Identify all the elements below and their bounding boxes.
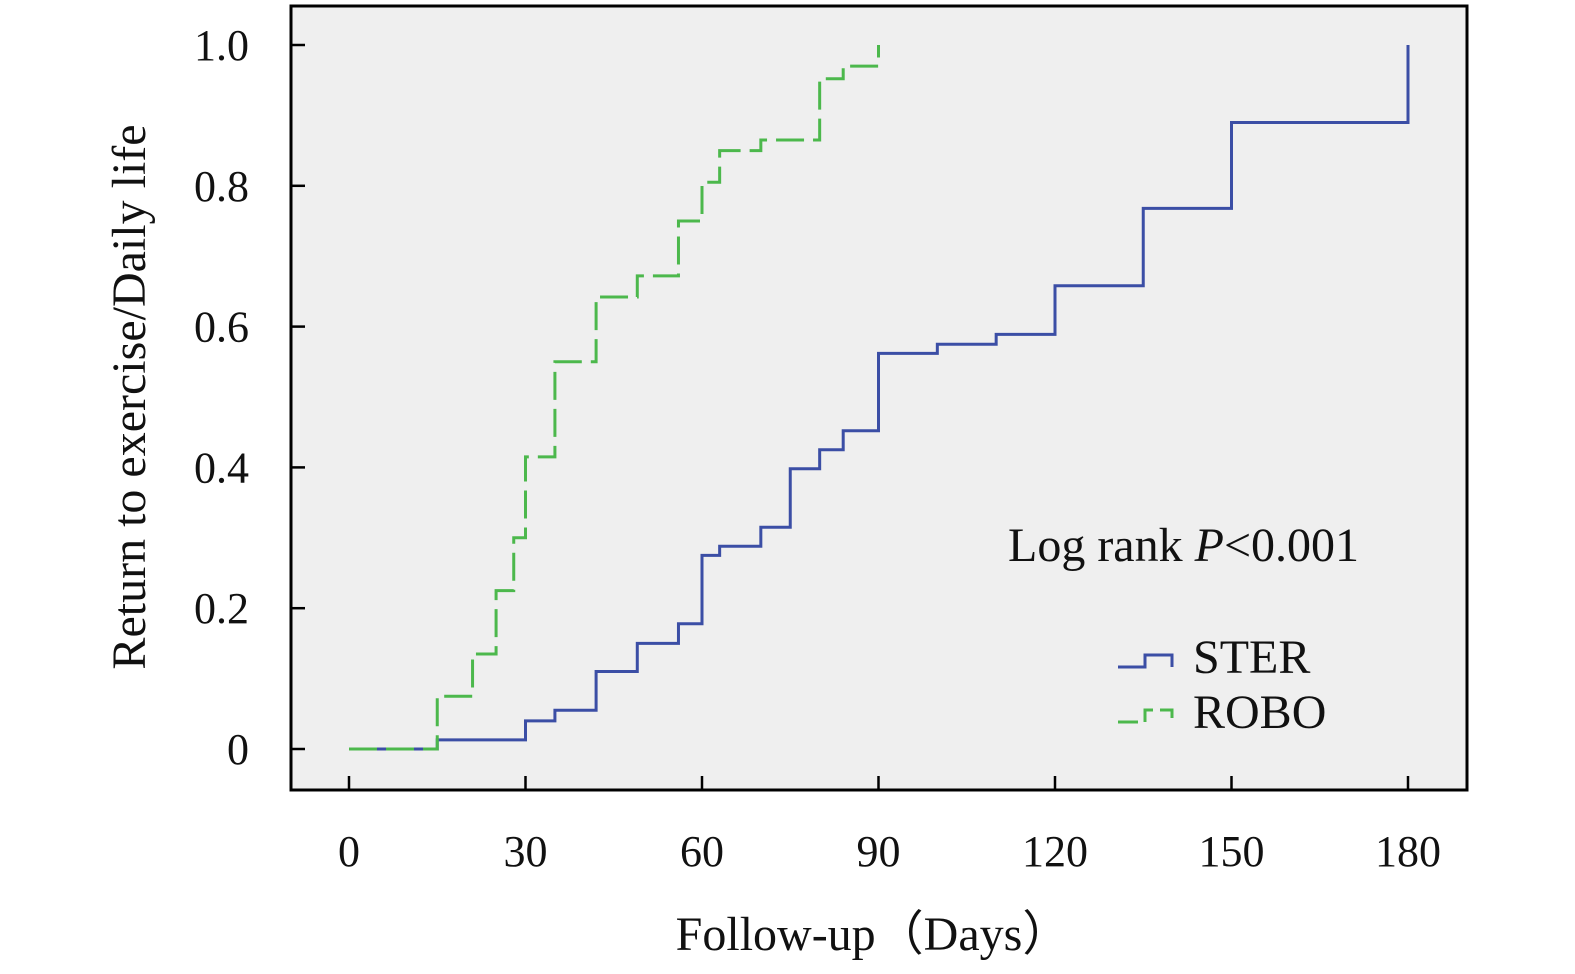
legend-swatch-ster	[1118, 653, 1174, 669]
x-axis-label: Follow-up（Days）	[676, 908, 1071, 961]
series-layer	[349, 45, 1410, 751]
y-tick-label-4: 0.8	[194, 162, 249, 211]
tick-layer: 0 30 60 90 120 150 180 0 0.2 0.4 0.6 0.8 1.0	[194, 21, 1441, 876]
series-line-robo	[349, 45, 880, 751]
annotation-suffix: <0.001	[1224, 519, 1359, 572]
y-tick-label-3: 0.6	[194, 303, 249, 352]
y-axis-label: Return to exercise/Daily life	[103, 124, 156, 669]
x-tick-label-3: 90	[857, 827, 901, 876]
annotation-prefix: Log rank	[1008, 519, 1195, 572]
y-tick-label-2: 0.4	[194, 443, 249, 492]
y-tick-label-0: 0	[227, 725, 249, 774]
y-tick-label-5: 1.0	[194, 21, 249, 70]
x-tick-label-0: 0	[338, 827, 360, 876]
legend-label-ster: STER	[1193, 631, 1310, 684]
x-tick-label-2: 60	[680, 827, 724, 876]
log-rank-annotation: Log rank P<0.001	[1008, 519, 1359, 572]
series-line-ster	[349, 45, 1410, 751]
legend-label-robo: ROBO	[1193, 686, 1326, 739]
x-tick-label-5: 150	[1199, 827, 1265, 876]
y-tick-label-1: 0.2	[194, 584, 249, 633]
x-tick-label-4: 120	[1022, 827, 1088, 876]
x-tick-label-6: 180	[1375, 827, 1441, 876]
x-tick-label-1: 30	[504, 827, 548, 876]
legend-swatch-robo	[1118, 708, 1174, 724]
annotation-p: P	[1194, 519, 1224, 572]
